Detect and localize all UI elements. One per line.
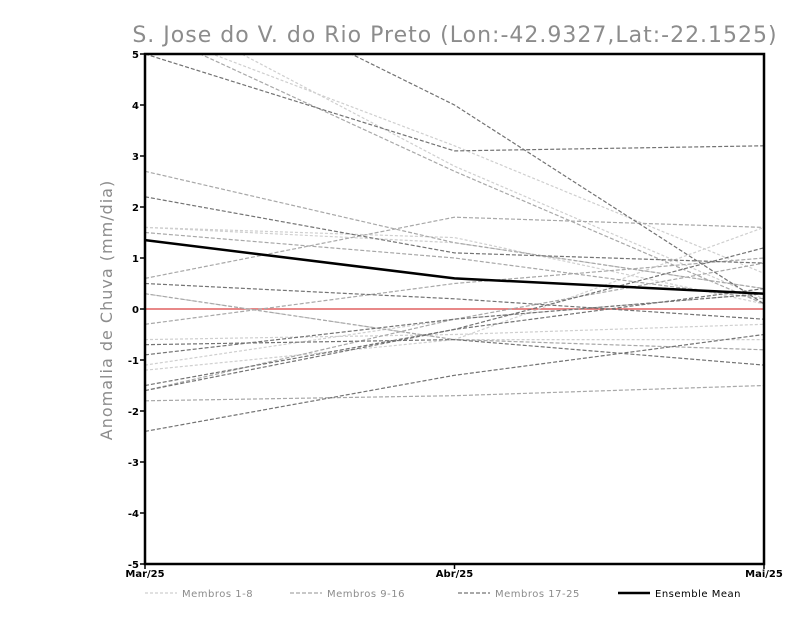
member-line-13 <box>145 257 764 325</box>
member-line-10 <box>145 170 764 290</box>
member-line-1 <box>210 54 764 274</box>
plot-frame <box>143 52 766 566</box>
member-line-6 <box>145 323 764 341</box>
y-tick-label: -3 <box>128 458 139 469</box>
member-line-18 <box>145 54 764 152</box>
axis-ticks: -5 -4 -3 -2 -1 0 1 2 3 4 5 Mar/25 Abr/25 Mai/25 <box>125 50 782 580</box>
y-tick-label: -4 <box>128 509 139 520</box>
y-tick-label: -5 <box>128 560 139 571</box>
member-line-16 <box>145 384 764 402</box>
y-axis-label: Anomalia de Chuva (mm/dia) <box>97 180 116 440</box>
member-line-19 <box>145 196 764 264</box>
member-line-14 <box>145 293 764 351</box>
member-line-4 <box>145 226 764 305</box>
x-tick-label: Abr/25 <box>436 569 473 580</box>
y-tick-label: 5 <box>132 50 139 61</box>
ensemble-mean-line <box>145 238 764 295</box>
member-line-25 <box>145 293 764 356</box>
legend-label-9-16: Membros 9-16 <box>327 589 405 600</box>
member-line-8 <box>145 293 764 366</box>
y-tick-label: 0 <box>132 305 139 316</box>
legend-label-mean: Ensemble Mean <box>655 589 741 600</box>
chart-title: S. Jose do V. do Rio Preto (Lon:-42.9327… <box>132 23 777 48</box>
series-layer <box>145 54 764 432</box>
legend-label-1-8: Membros 1-8 <box>182 589 253 600</box>
legend-label-17-25: Membros 17-25 <box>495 589 580 600</box>
y-tick-label: 1 <box>132 254 139 265</box>
x-tick-label: Mar/25 <box>125 569 164 580</box>
member-line-12 <box>145 231 764 300</box>
y-tick-label: -2 <box>128 407 139 418</box>
member-line-11 <box>145 216 764 279</box>
member-line-17 <box>349 54 764 305</box>
member-line-23 <box>145 333 764 432</box>
y-tick-label: 3 <box>132 152 139 163</box>
member-line-21 <box>145 338 764 366</box>
y-tick-label: -1 <box>128 356 139 367</box>
member-line-2 <box>240 54 764 300</box>
y-tick-label: 2 <box>132 203 139 214</box>
x-tick-label: Mai/25 <box>745 569 783 580</box>
member-line-20 <box>145 282 764 320</box>
legend: Membros 1-8 Membros 9-16 Membros 17-25 Ense… <box>145 589 741 600</box>
member-line-22 <box>145 247 764 387</box>
y-tick-label: 4 <box>132 101 139 112</box>
member-line-9 <box>198 54 764 305</box>
